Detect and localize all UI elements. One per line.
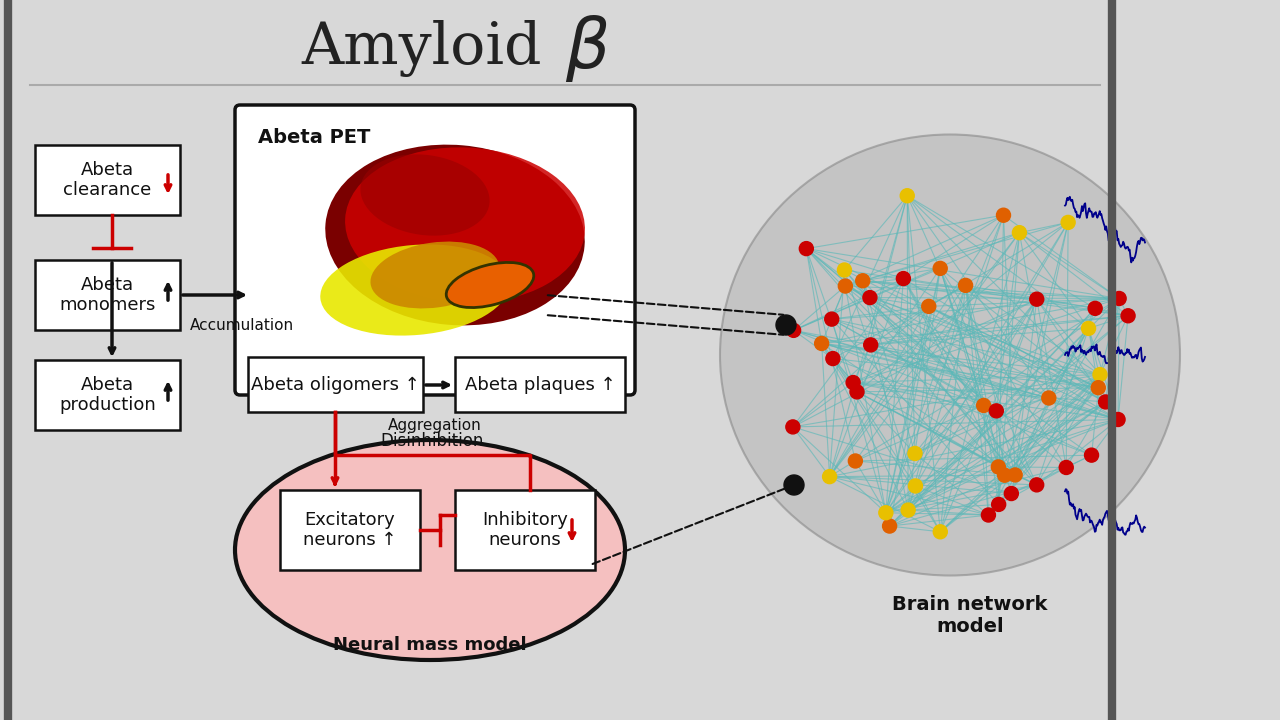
Circle shape xyxy=(901,503,915,517)
Circle shape xyxy=(864,338,878,352)
Circle shape xyxy=(837,263,851,277)
Text: Abeta
monomers: Abeta monomers xyxy=(59,276,156,315)
Ellipse shape xyxy=(236,440,625,660)
Circle shape xyxy=(1093,368,1107,382)
Ellipse shape xyxy=(346,148,585,302)
Circle shape xyxy=(1012,225,1027,240)
Circle shape xyxy=(1060,461,1073,474)
Circle shape xyxy=(826,351,840,366)
Circle shape xyxy=(992,498,1006,511)
Circle shape xyxy=(1112,292,1126,305)
Text: Abeta plaques ↑: Abeta plaques ↑ xyxy=(465,376,616,394)
Text: Brain network
model: Brain network model xyxy=(892,595,1048,636)
Circle shape xyxy=(1061,215,1075,230)
Circle shape xyxy=(933,261,947,275)
Circle shape xyxy=(814,336,828,351)
Circle shape xyxy=(900,189,914,203)
Circle shape xyxy=(849,454,863,468)
Circle shape xyxy=(991,460,1005,474)
Bar xyxy=(454,490,595,570)
Bar xyxy=(280,490,420,570)
Circle shape xyxy=(879,505,893,520)
Circle shape xyxy=(1082,321,1096,336)
Circle shape xyxy=(1098,395,1112,409)
Circle shape xyxy=(1029,292,1043,306)
Text: Disinhibition: Disinhibition xyxy=(380,432,484,450)
Ellipse shape xyxy=(370,242,499,308)
Circle shape xyxy=(1092,381,1105,395)
Circle shape xyxy=(856,274,869,288)
Circle shape xyxy=(997,468,1011,482)
Text: Abeta
production: Abeta production xyxy=(59,376,156,415)
Circle shape xyxy=(783,475,804,495)
Circle shape xyxy=(977,398,991,413)
Ellipse shape xyxy=(719,135,1180,575)
Text: Abeta oligomers ↑: Abeta oligomers ↑ xyxy=(251,376,420,394)
Circle shape xyxy=(896,271,910,286)
Text: Accumulation: Accumulation xyxy=(189,318,294,333)
Text: Excitatory
neurons ↑: Excitatory neurons ↑ xyxy=(303,510,397,549)
Circle shape xyxy=(1121,309,1135,323)
Ellipse shape xyxy=(325,145,585,325)
Circle shape xyxy=(982,508,996,522)
Circle shape xyxy=(863,291,877,305)
Circle shape xyxy=(787,323,800,338)
Text: $\beta$: $\beta$ xyxy=(564,12,609,84)
Circle shape xyxy=(1042,391,1056,405)
Circle shape xyxy=(1111,413,1125,426)
Circle shape xyxy=(850,385,864,399)
Circle shape xyxy=(1029,478,1043,492)
Circle shape xyxy=(1005,487,1019,500)
Circle shape xyxy=(1084,448,1098,462)
Circle shape xyxy=(989,404,1004,418)
Text: Abeta
clearance: Abeta clearance xyxy=(64,161,151,199)
Circle shape xyxy=(933,525,947,539)
Circle shape xyxy=(909,479,923,493)
Circle shape xyxy=(997,208,1010,222)
Circle shape xyxy=(838,279,852,293)
Text: Abeta PET: Abeta PET xyxy=(259,128,370,147)
Circle shape xyxy=(1088,302,1102,315)
Bar xyxy=(248,357,422,412)
Bar xyxy=(35,145,180,215)
Bar xyxy=(454,357,625,412)
Circle shape xyxy=(959,279,973,292)
Text: Inhibitory
neurons: Inhibitory neurons xyxy=(483,510,568,549)
Circle shape xyxy=(1009,468,1023,482)
Circle shape xyxy=(824,312,838,326)
Circle shape xyxy=(922,300,936,313)
Circle shape xyxy=(823,469,837,484)
Text: Neural mass model: Neural mass model xyxy=(333,636,527,654)
Text: Aggregation: Aggregation xyxy=(388,418,481,433)
Bar xyxy=(35,360,180,430)
Ellipse shape xyxy=(320,244,509,336)
Ellipse shape xyxy=(447,263,534,307)
Circle shape xyxy=(799,242,813,256)
Ellipse shape xyxy=(361,154,490,235)
Circle shape xyxy=(786,420,800,434)
Bar xyxy=(35,260,180,330)
Circle shape xyxy=(846,376,860,390)
Circle shape xyxy=(776,315,796,335)
FancyBboxPatch shape xyxy=(236,105,635,395)
Text: Amyloid: Amyloid xyxy=(301,19,561,76)
Circle shape xyxy=(883,519,896,533)
Circle shape xyxy=(908,446,922,461)
